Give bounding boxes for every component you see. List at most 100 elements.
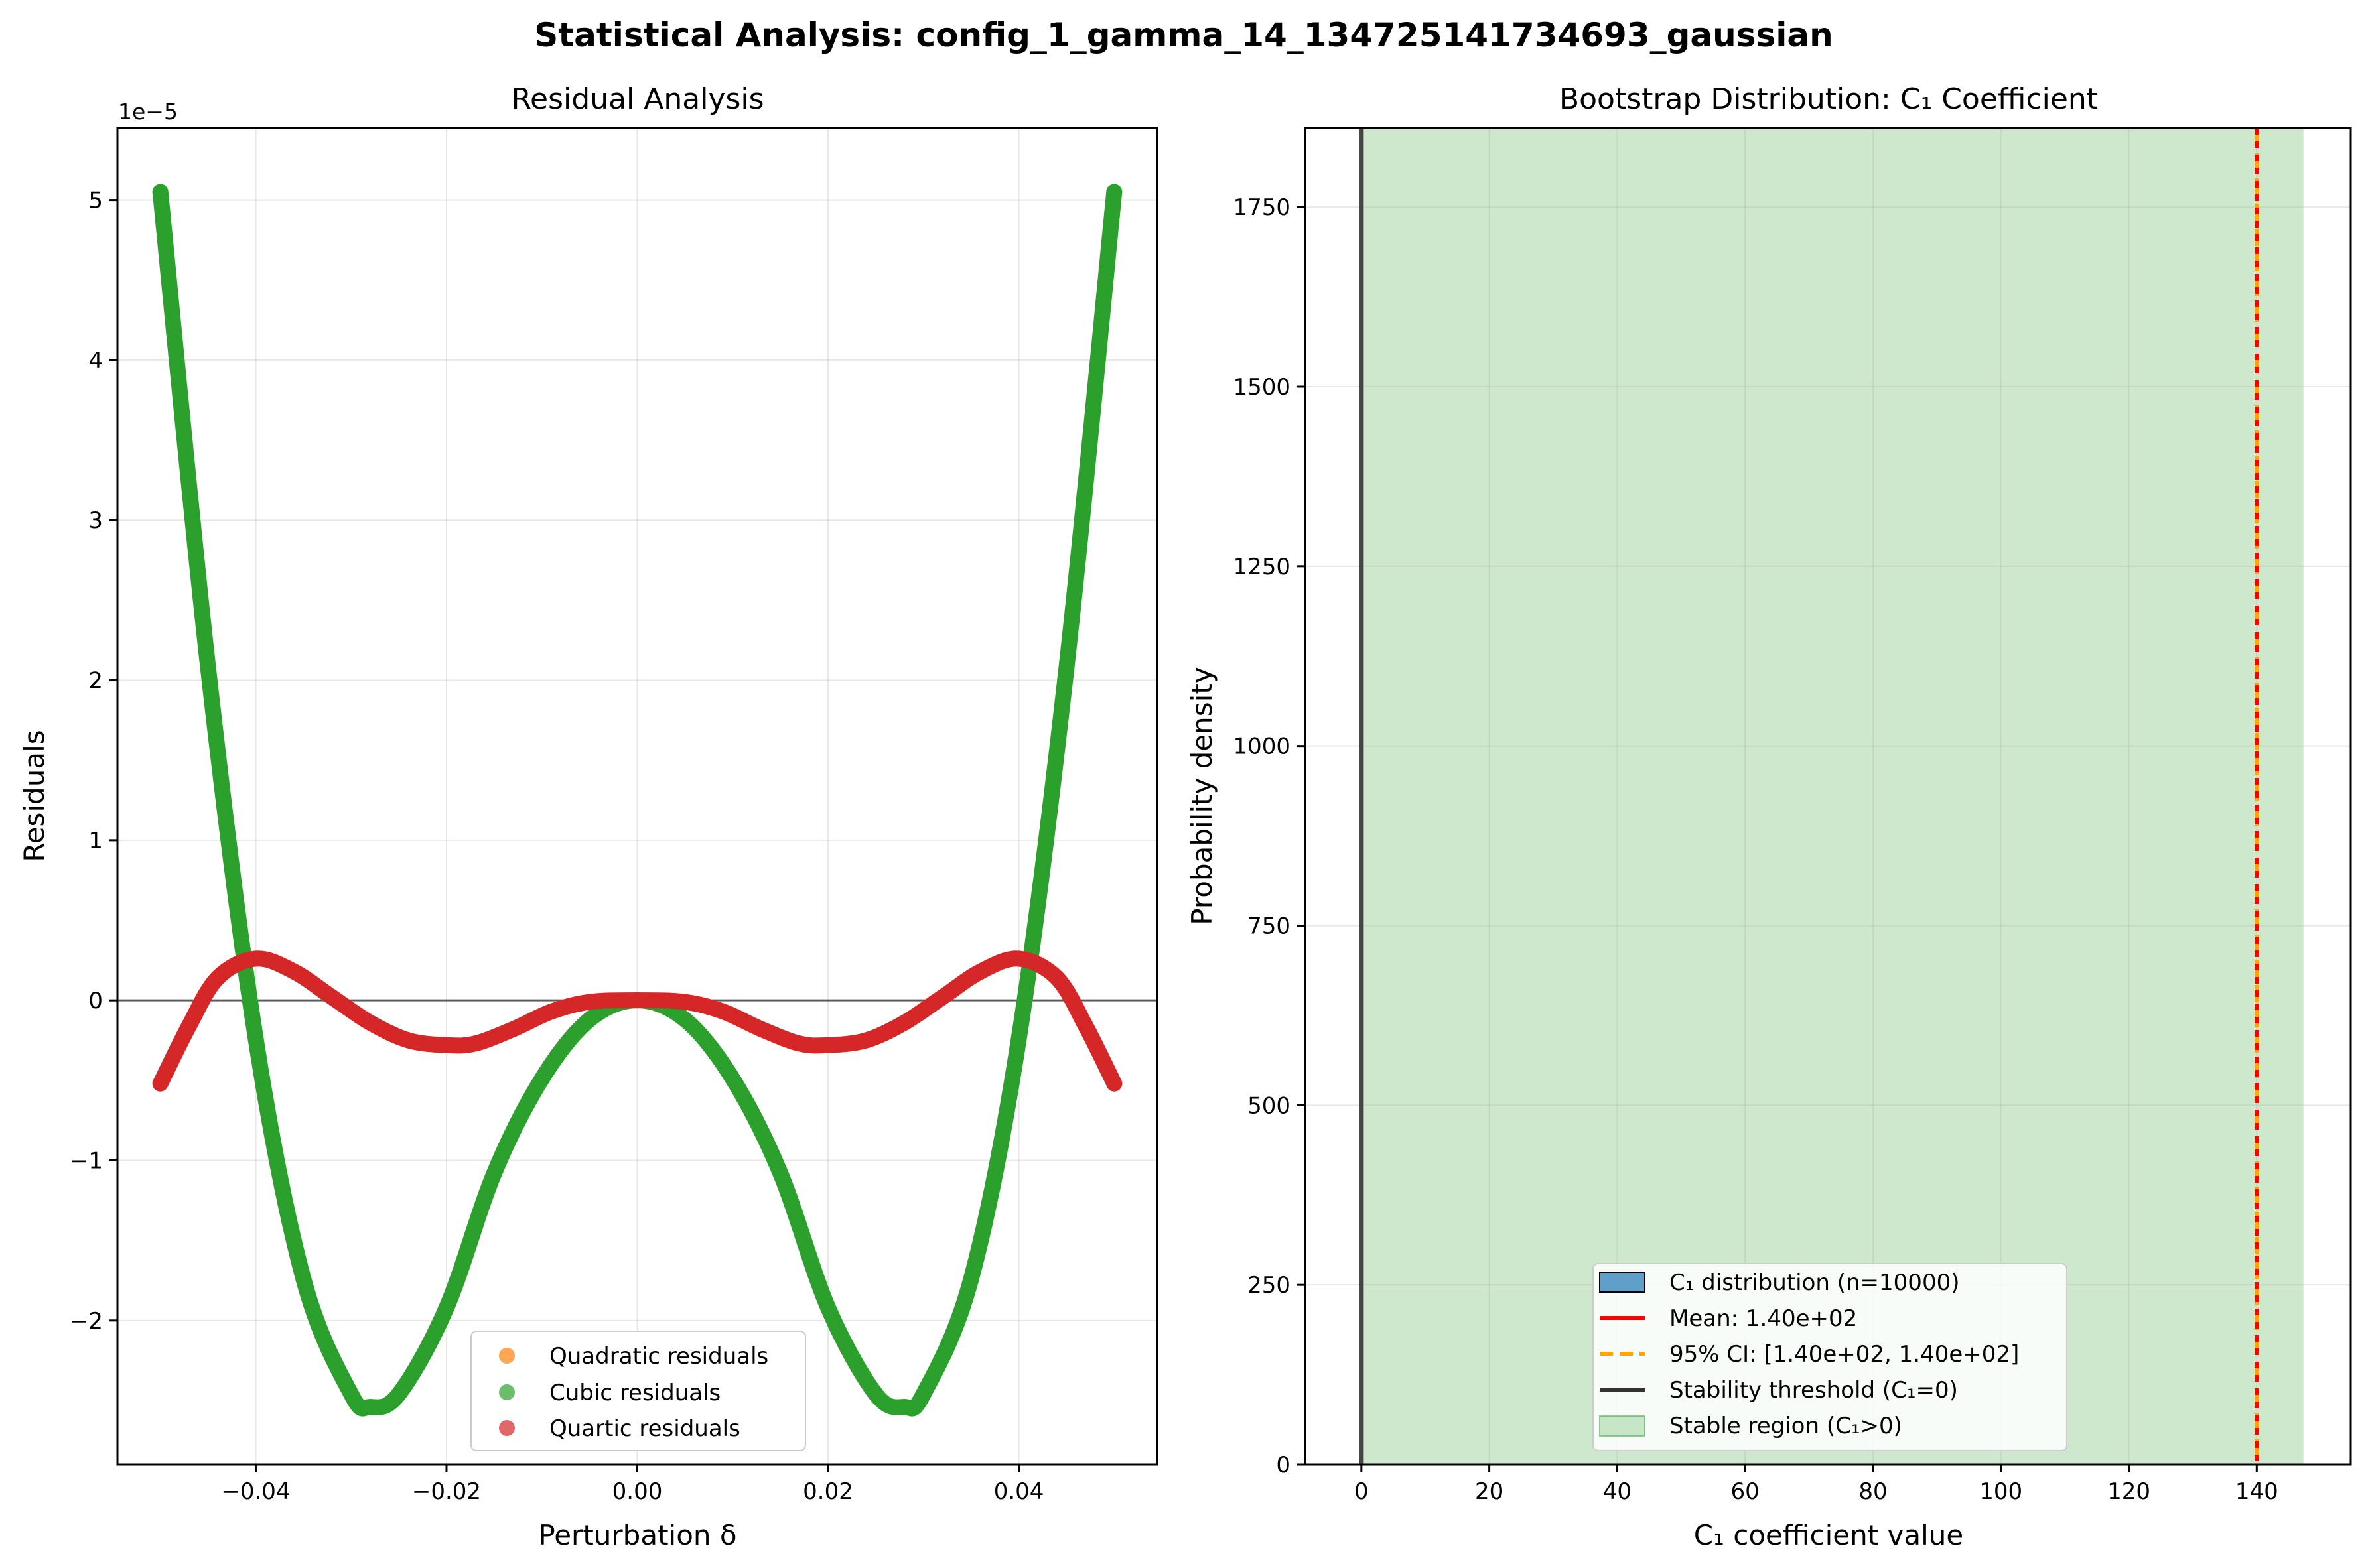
legend-patch-distribution	[1599, 1272, 1645, 1293]
quartic-residual-point	[209, 970, 226, 986]
cubic-residual-point	[581, 1012, 598, 1028]
residual-x-tick-label: −0.04	[221, 1478, 290, 1505]
quartic-residual-point	[152, 1075, 169, 1092]
legend-marker-quartic	[499, 1420, 515, 1436]
bootstrap-x-tick-label: 20	[1475, 1478, 1503, 1505]
bootstrap-x-tick-label: 40	[1603, 1478, 1632, 1505]
bootstrap-x-tick-label: 100	[1979, 1478, 2022, 1505]
residual-y-tick-label: 1	[88, 828, 103, 854]
bootstrap-y-ticks: 0 250 500 750 1000 1250 1500 1750	[1233, 194, 1305, 1478]
quartic-residual-point	[543, 1004, 560, 1020]
cubic-residual-point	[533, 1071, 550, 1087]
cubic-residual-point	[915, 1386, 932, 1402]
quartic-residual-point	[1106, 1075, 1123, 1092]
cubic-residual-point	[152, 184, 169, 200]
residual-y-tick-label: 5	[88, 188, 103, 214]
quartic-residual-point	[362, 1014, 378, 1031]
cubic-residual-point	[677, 1012, 693, 1028]
legend-label-cubic: Cubic residuals	[549, 1380, 721, 1406]
bootstrap-legend: C₁ distribution (n=10000) Mean: 1.40e+02…	[1592, 1263, 2067, 1451]
bootstrap-y-tick-label: 250	[1247, 1272, 1290, 1299]
quartic-residual-point	[753, 1021, 770, 1037]
bootstrap-y-tick-label: 1500	[1233, 374, 1290, 401]
stable-region-band	[1361, 128, 2304, 1465]
quartic-residual-point	[438, 1037, 454, 1053]
cubic-residual-point	[963, 1271, 979, 1287]
legend-label-quadratic: Quadratic residuals	[549, 1343, 768, 1370]
cubic-residual-point	[486, 1165, 502, 1181]
cubic-residual-point	[1058, 659, 1075, 676]
legend-label-quartic: Quartic residuals	[549, 1415, 740, 1442]
cubic-residual-point	[391, 1386, 407, 1402]
bootstrap-y-tick-label: 500	[1247, 1092, 1290, 1119]
cubic-residual-point	[247, 1031, 264, 1047]
residual-legend: Quadratic residuals Cubic residuals Quar…	[470, 1331, 806, 1451]
cubic-residual-point	[772, 1165, 789, 1181]
residual-y-tick-label: 2	[88, 668, 103, 694]
cubic-residual-point	[1106, 184, 1123, 200]
bootstrap-x-axis-label: C₁ coefficient value	[1694, 1519, 1964, 1551]
quartic-residual-point	[581, 994, 598, 1010]
bootstrap-x-tick-label: 80	[1858, 1478, 1887, 1505]
quartic-residual-point	[467, 1035, 484, 1052]
bootstrap-y-tick-label: 1000	[1233, 734, 1290, 760]
quartic-residual-point	[1049, 970, 1066, 986]
residual-x-ticks: −0.04 −0.02 0.00 0.02 0.04	[221, 1465, 1044, 1505]
bootstrap-axes-frame	[1304, 127, 2352, 1466]
residual-y-tick-label: 0	[88, 988, 103, 1014]
bootstrap-x-tick-label: 0	[1354, 1478, 1369, 1505]
residual-panel: Residual Analysis 1e−5 −0.04 −0.02 0.00 0.0…	[18, 82, 1158, 1551]
quartic-residual-point	[896, 1014, 913, 1031]
bootstrap-y-tick-label: 0	[1276, 1452, 1290, 1478]
cubic-residual-point	[725, 1071, 741, 1087]
cubic-residual-point	[1010, 1031, 1027, 1047]
residual-y-ticks: −2 −1 0 1 2 3 4 5	[70, 188, 117, 1335]
bootstrap-panel-title: Bootstrap Distribution: C₁ Coefficient	[1559, 82, 2098, 116]
legend-label-mean: Mean: 1.40e+02	[1669, 1305, 1857, 1332]
bootstrap-x-tick-label: 120	[2107, 1478, 2150, 1505]
legend-label-distribution: C₁ distribution (n=10000)	[1669, 1270, 1959, 1296]
cubic-residual-point	[362, 1399, 378, 1415]
residual-y-tick-label: 3	[88, 507, 103, 534]
quartic-residual-point	[820, 1037, 837, 1053]
residual-y-tick-label: 4	[88, 348, 103, 374]
residual-x-tick-label: 0.02	[803, 1478, 853, 1505]
quartic-residual-point	[791, 1035, 807, 1052]
bootstrap-panel: Bootstrap Distribution: C₁ Coefficient 0…	[1186, 82, 2352, 1551]
cubic-residual-point	[867, 1386, 884, 1402]
residual-panel-title: Residual Analysis	[511, 82, 764, 116]
residual-y-axis-label: Residuals	[18, 730, 50, 862]
quartic-residual-point	[324, 989, 340, 1006]
bootstrap-x-tick-label: 140	[2235, 1478, 2278, 1505]
quartic-residual-point	[858, 1032, 874, 1049]
quartic-residual-point	[629, 992, 646, 1009]
legend-marker-quadratic	[499, 1348, 515, 1364]
bootstrap-y-tick-label: 1250	[1233, 554, 1290, 580]
residual-y-tick-label: −1	[70, 1147, 103, 1174]
cubic-residual-point	[438, 1299, 454, 1316]
quartic-residual-point	[1010, 950, 1027, 967]
residual-x-tick-label: 0.04	[994, 1478, 1044, 1505]
cubic-residual-point	[820, 1299, 837, 1316]
figure-title: Statistical Analysis: config_1_gamma_14_…	[534, 16, 1833, 54]
cubic-residual-point	[295, 1271, 312, 1287]
bootstrap-y-tick-label: 750	[1247, 913, 1290, 940]
legend-label-ci: 95% CI: [1.40e+02, 1.40e+02]	[1669, 1341, 2019, 1368]
legend-label-stable: Stable region (C₁>0)	[1669, 1413, 1902, 1439]
quartic-residual-point	[400, 1032, 417, 1049]
cubic-residual-point	[896, 1399, 913, 1415]
quartic-residual-point	[973, 963, 989, 980]
quartic-residual-point	[285, 963, 302, 980]
cubic-residual-point	[200, 659, 216, 676]
bootstrap-legend-box	[1592, 1263, 2067, 1451]
bootstrap-x-tick-label: 60	[1731, 1478, 1760, 1505]
bootstrap-y-axis-label: Probability density	[1186, 667, 1218, 925]
residual-y-tick-label: −2	[70, 1308, 103, 1335]
residual-x-tick-label: 0.00	[612, 1478, 663, 1505]
legend-marker-cubic	[499, 1384, 515, 1400]
residual-x-axis-label: Perturbation δ	[538, 1519, 736, 1551]
quartic-residual-point	[715, 1004, 731, 1020]
quartic-residual-point	[1078, 1017, 1094, 1034]
legend-patch-stable	[1599, 1415, 1645, 1437]
